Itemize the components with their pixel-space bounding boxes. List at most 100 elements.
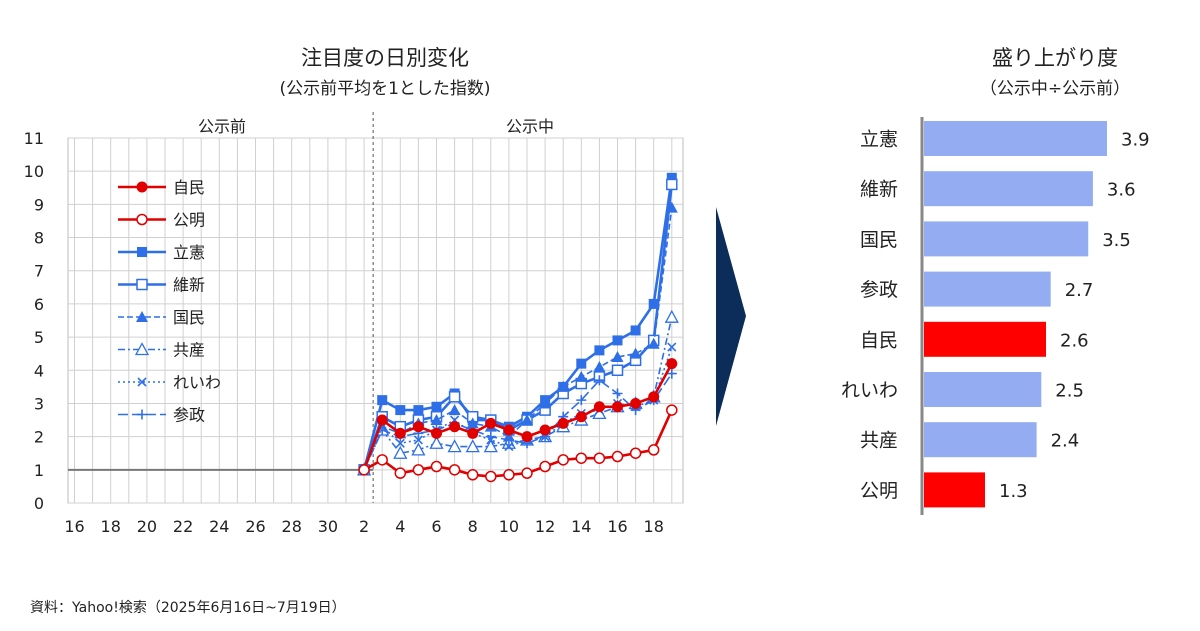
y-tick-label: 1 [34, 461, 44, 480]
data-point [503, 424, 515, 436]
y-tick-label: 0 [34, 494, 44, 513]
bar-value-label: 3.6 [1107, 180, 1136, 201]
series-自民 [358, 358, 678, 476]
x-tick-label: 4 [395, 517, 405, 536]
legend-marker [136, 213, 148, 226]
y-tick-label: 9 [34, 195, 44, 214]
line-chart-title: 注目度の日別変化 [301, 46, 469, 70]
legend-label: 参政 [173, 406, 205, 425]
plot-area [67, 137, 684, 504]
data-point [485, 417, 497, 429]
data-point [612, 335, 623, 346]
x-tick-label: 18 [644, 517, 664, 536]
legend-label: 維新 [173, 276, 205, 295]
legend-marker [137, 409, 147, 420]
x-tick-label: 26 [245, 517, 265, 536]
data-point [430, 460, 443, 473]
bar-chart: 立憲 3.9 維新 3.6 国民 3.5 参政 2.7 自民 2.6 れいわ 2.5 共産 2.4 公明 1.… [841, 117, 1150, 515]
source-footnote: 資料：Yahoo!検索（2025年6月16日~7月19日） [30, 600, 346, 616]
series-公明 [358, 404, 678, 483]
data-point [412, 464, 425, 476]
x-tick-label: 22 [173, 517, 193, 536]
data-point [411, 442, 426, 456]
x-tick-label: 6 [431, 517, 441, 536]
x-tick-label: 12 [535, 517, 555, 536]
legend-marker [137, 247, 147, 257]
data-point [594, 375, 605, 386]
bar-category-label: 国民 [860, 229, 898, 251]
data-point [667, 342, 677, 352]
data-point [666, 358, 678, 370]
data-point [485, 470, 497, 483]
data-point [395, 405, 406, 416]
data-point [557, 417, 569, 429]
period-label-before: 公示前 [198, 117, 246, 136]
data-point [448, 404, 461, 416]
legend-marker [134, 342, 150, 356]
bar-category-label: 立憲 [860, 129, 898, 151]
bar-参政 [924, 271, 1051, 307]
bar-value-label: 3.9 [1121, 130, 1150, 151]
data-point [666, 368, 677, 379]
data-point [448, 391, 461, 403]
x-tick-label: 2 [359, 517, 369, 536]
data-point [594, 345, 605, 356]
data-point [575, 370, 588, 382]
data-point [665, 201, 678, 213]
y-tick-label: 5 [34, 328, 44, 347]
data-point [611, 351, 624, 362]
data-point [431, 401, 442, 412]
data-point [647, 444, 660, 456]
x-tick-label: 16 [64, 517, 84, 536]
y-tick-label: 10 [24, 162, 44, 181]
bar-立憲 [924, 121, 1107, 156]
y-tick-label: 11 [24, 129, 44, 148]
data-point [666, 178, 678, 191]
data-point [376, 454, 388, 466]
data-point [629, 447, 642, 459]
arrow-shape [716, 207, 746, 426]
bar-category-label: 参政 [860, 279, 898, 301]
data-point [485, 431, 496, 442]
data-point [666, 172, 677, 183]
y-tick-label: 8 [34, 229, 44, 248]
bar-chart-title: 盛り上がり度 [992, 46, 1118, 70]
series-line-れいわ [363, 346, 673, 471]
data-point [376, 414, 388, 426]
bar-国民 [924, 221, 1089, 257]
legend-label: 共産 [173, 341, 205, 360]
line-chart-subtitle: (公示前平均を1とした指数) [279, 79, 491, 99]
legend-label: 公明 [173, 211, 205, 230]
bar-れいわ [924, 372, 1042, 407]
x-tick-label: 16 [607, 517, 627, 536]
data-point [503, 434, 514, 445]
data-point [593, 452, 606, 464]
legend-label: 自民 [173, 178, 205, 197]
data-point [413, 435, 423, 445]
bar-value-label: 2.5 [1055, 381, 1084, 402]
bar-維新 [924, 171, 1093, 207]
data-point [576, 358, 587, 369]
bar-chart-subtitle: （公示中÷公示前） [979, 79, 1131, 99]
data-point [413, 405, 424, 416]
y-tick-label: 6 [34, 295, 44, 314]
data-point [430, 414, 443, 426]
bar-value-label: 1.3 [999, 481, 1028, 502]
arrow-icon [716, 207, 746, 426]
data-point [394, 427, 406, 439]
data-point [612, 401, 623, 413]
x-tick-label: 18 [101, 517, 121, 536]
legend-marker [136, 181, 148, 193]
data-point [466, 469, 479, 481]
x-tick-label: 20 [137, 517, 157, 536]
data-point [467, 427, 479, 439]
data-point [666, 404, 678, 416]
data-point [575, 452, 588, 464]
bar-自民 [924, 321, 1046, 357]
data-point [449, 421, 461, 433]
legend-marker [136, 311, 148, 322]
x-tick-label: 24 [209, 517, 229, 536]
data-point [521, 431, 533, 443]
data-point [447, 439, 462, 453]
